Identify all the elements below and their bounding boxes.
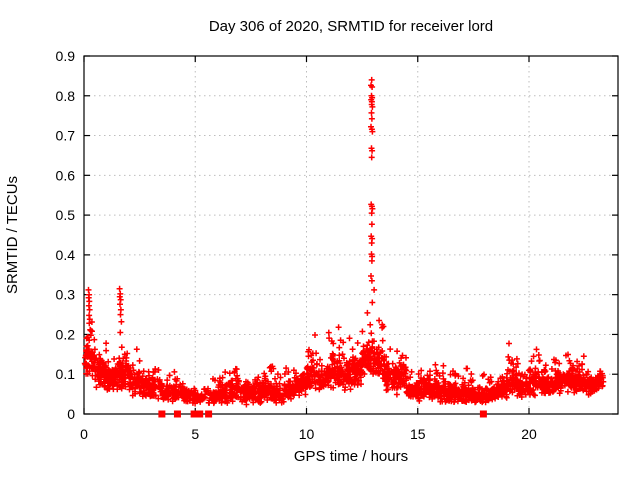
- y-tick-label-0.5: 0.5: [56, 207, 76, 223]
- plot-border: [83, 55, 619, 415]
- y-tick-label-0.9: 0.9: [56, 48, 76, 64]
- zero-value-square: [205, 410, 213, 418]
- chart-title: Day 306 of 2020, SRMTID for receiver lor…: [209, 18, 493, 35]
- x-axis-label: GPS time / hours: [294, 448, 408, 465]
- zero-value-square: [158, 410, 166, 418]
- x-tick-label-20: 20: [521, 426, 537, 442]
- zero-value-square: [173, 410, 181, 418]
- data-points-plus-markers: [81, 76, 607, 408]
- y-tick-label-0.4: 0.4: [56, 247, 76, 263]
- y-axis-label: SRMTID / TECUs: [4, 176, 21, 294]
- y-tick-label-0.2: 0.2: [56, 326, 76, 342]
- y-tick-label-0.7: 0.7: [56, 128, 76, 144]
- x-tick-label-5: 5: [191, 426, 199, 442]
- y-tick-label-0: 0: [67, 406, 75, 422]
- y-tick-label-0.8: 0.8: [56, 88, 76, 104]
- zero-value-square-markers: [158, 410, 487, 418]
- x-tick-label-10: 10: [299, 426, 315, 442]
- zero-value-square: [190, 410, 198, 418]
- zero-value-square: [479, 410, 487, 418]
- axis-tick-labels: 0 5 10 15 20 0 0.1 0.2 0.3 0.4 0.5 0.6 0.7 0.8 0.9: [56, 48, 537, 442]
- x-tick-label-15: 15: [410, 426, 426, 442]
- zero-value-square: [196, 410, 204, 418]
- x-tick-label-0: 0: [80, 426, 88, 442]
- y-tick-label-0.3: 0.3: [56, 287, 76, 303]
- grid-lines: [84, 56, 618, 414]
- y-tick-label-0.6: 0.6: [56, 167, 76, 183]
- y-tick-label-0.1: 0.1: [56, 366, 76, 382]
